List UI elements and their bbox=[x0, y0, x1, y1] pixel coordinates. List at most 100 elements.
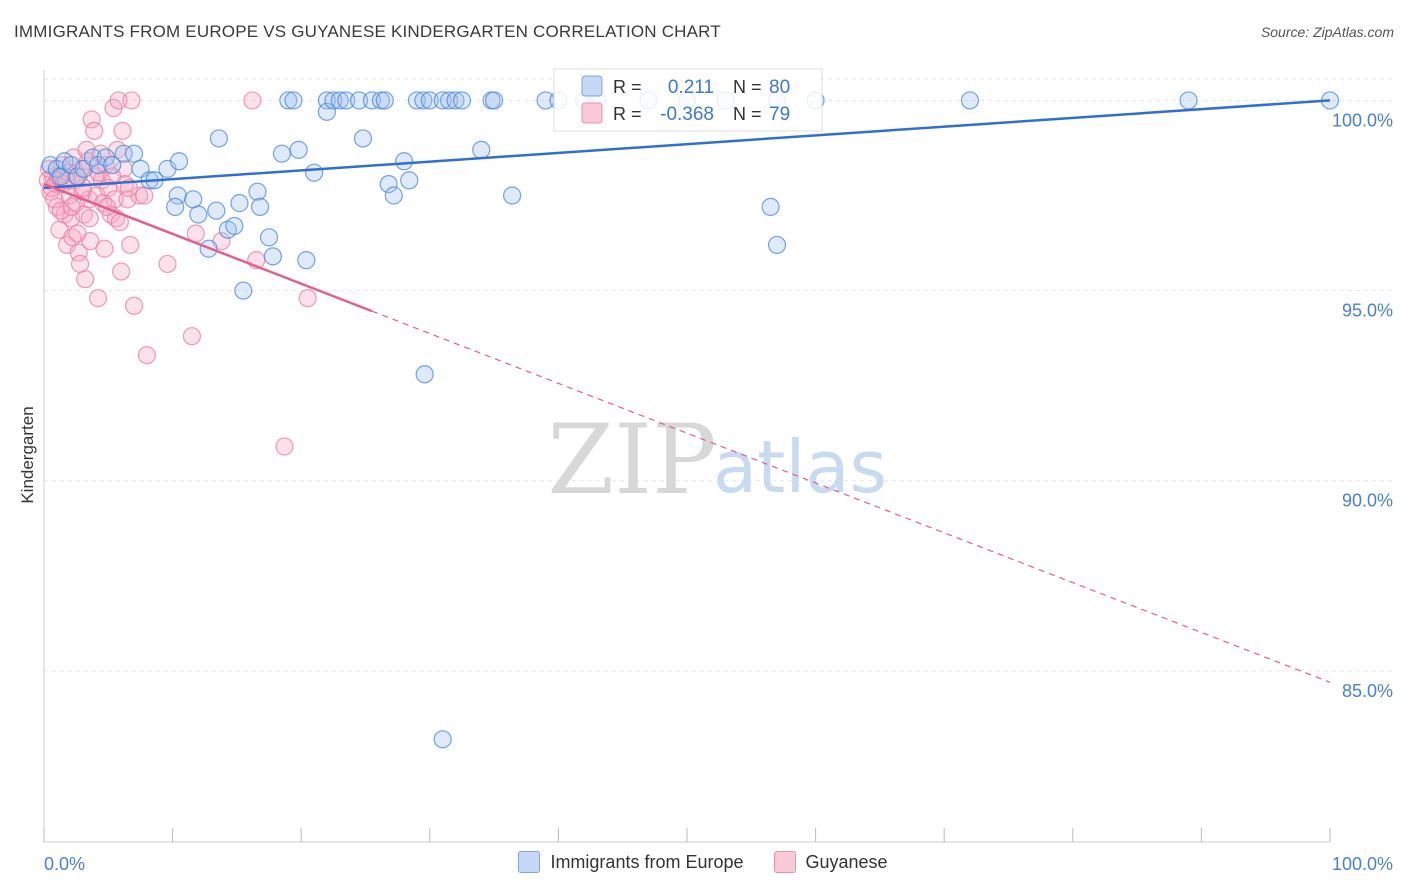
legend-item-europe[interactable]: Immigrants from Europe bbox=[518, 851, 744, 873]
y-tick-label: 95.0% bbox=[1342, 301, 1393, 321]
data-point bbox=[109, 91, 128, 110]
data-point bbox=[88, 155, 108, 175]
y-axis-label: Kindergarten bbox=[18, 406, 37, 503]
data-point bbox=[446, 91, 465, 110]
data-point bbox=[121, 235, 140, 255]
data-point bbox=[485, 91, 504, 110]
data-point bbox=[74, 178, 93, 197]
legend-r-value-2: -0.368 bbox=[660, 104, 714, 125]
legend-n-value-1: 80 bbox=[769, 77, 790, 98]
y-tick-labels: 85.0% 90.0% 95.0% 100.0% bbox=[1332, 110, 1393, 700]
legend-item-guyanese[interactable]: Guyanese bbox=[773, 851, 888, 873]
data-point bbox=[207, 201, 226, 220]
y-tick-label: 90.0% bbox=[1342, 491, 1393, 511]
data-point bbox=[304, 163, 324, 182]
data-point bbox=[503, 186, 522, 205]
stats-legend: R = 0.211 N = 80 R = -0.368 N = 79 bbox=[553, 68, 823, 132]
data-point bbox=[298, 289, 317, 308]
data-point bbox=[761, 197, 780, 217]
data-point bbox=[82, 110, 101, 129]
legend-label-europe: Immigrants from Europe bbox=[550, 851, 744, 872]
data-point bbox=[317, 102, 337, 121]
data-point bbox=[337, 91, 356, 110]
legend-n-label-2: N = bbox=[733, 104, 762, 124]
data-point bbox=[62, 197, 81, 217]
data-point bbox=[158, 254, 177, 274]
trend-line-guyanese bbox=[43, 182, 373, 313]
data-point bbox=[420, 91, 439, 110]
data-point bbox=[103, 155, 122, 175]
legend-n-label-1: N = bbox=[733, 77, 762, 97]
data-point bbox=[105, 190, 124, 209]
legend-r-label-1: R = bbox=[613, 77, 642, 97]
legend-swatch-europe bbox=[518, 851, 541, 873]
data-point bbox=[184, 190, 203, 209]
data-point bbox=[452, 91, 472, 110]
data-point bbox=[81, 232, 100, 251]
x-tick-label-max: 100.0% bbox=[1332, 854, 1393, 874]
data-point bbox=[51, 201, 70, 220]
data-point bbox=[384, 186, 403, 205]
data-point bbox=[124, 144, 144, 163]
x-tick-label-min: 0.0% bbox=[44, 854, 85, 874]
watermark-zip: ZIP bbox=[547, 404, 716, 516]
data-point bbox=[124, 296, 144, 315]
data-point bbox=[433, 91, 452, 110]
legend-swatch-blue bbox=[581, 75, 603, 97]
data-point bbox=[394, 152, 414, 171]
data-point bbox=[169, 152, 189, 171]
data-point bbox=[349, 91, 369, 110]
legend-swatch-pink bbox=[581, 102, 603, 124]
data-point bbox=[472, 140, 491, 159]
data-point bbox=[225, 216, 244, 236]
data-point bbox=[371, 91, 391, 110]
data-point bbox=[767, 235, 787, 255]
data-point bbox=[135, 186, 154, 205]
y-tick-label: 85.0% bbox=[1342, 681, 1393, 701]
data-point bbox=[122, 91, 141, 110]
source-label: Source: ZipAtlas.com bbox=[1260, 24, 1394, 40]
legend-label-guyanese: Guyanese bbox=[805, 851, 888, 872]
data-point bbox=[1179, 91, 1198, 110]
data-point bbox=[400, 171, 419, 190]
y-tick-label: 100.0% bbox=[1332, 110, 1393, 130]
data-point bbox=[960, 91, 980, 110]
data-point bbox=[168, 186, 187, 205]
data-point bbox=[279, 91, 298, 110]
data-point bbox=[379, 174, 398, 194]
data-point bbox=[230, 194, 249, 213]
trend-lines bbox=[43, 99, 1331, 683]
data-point bbox=[375, 91, 394, 110]
data-point bbox=[114, 144, 133, 163]
data-point bbox=[439, 91, 459, 110]
data-point bbox=[112, 262, 131, 281]
data-point bbox=[80, 209, 99, 228]
data-point bbox=[324, 91, 343, 110]
data-point bbox=[182, 327, 201, 346]
legend-swatch-guyanese bbox=[773, 851, 796, 873]
chart-title: IMMIGRANTS FROM EUROPE VS GUYANESE KINDE… bbox=[14, 22, 721, 41]
watermark: ZIP atlas bbox=[547, 404, 887, 516]
gridlines bbox=[44, 78, 1393, 672]
data-point bbox=[166, 197, 185, 217]
data-point bbox=[234, 281, 253, 300]
data-point bbox=[263, 247, 283, 266]
trend-line-europe bbox=[43, 99, 1331, 190]
data-point bbox=[275, 437, 294, 456]
bottom-legend: Immigrants from Europe Guyanese bbox=[0, 851, 1406, 873]
data-point bbox=[248, 182, 267, 201]
data-point bbox=[433, 730, 452, 749]
data-point bbox=[96, 148, 115, 167]
data-point bbox=[415, 365, 434, 384]
data-point bbox=[209, 129, 228, 148]
data-point bbox=[85, 121, 104, 140]
data-point bbox=[137, 346, 156, 365]
data-point bbox=[259, 228, 279, 247]
data-point bbox=[284, 91, 303, 110]
data-point bbox=[45, 190, 64, 209]
watermark-atlas: atlas bbox=[713, 425, 887, 509]
data-point bbox=[330, 91, 349, 110]
data-point bbox=[189, 205, 208, 224]
europe-points bbox=[41, 91, 1340, 749]
